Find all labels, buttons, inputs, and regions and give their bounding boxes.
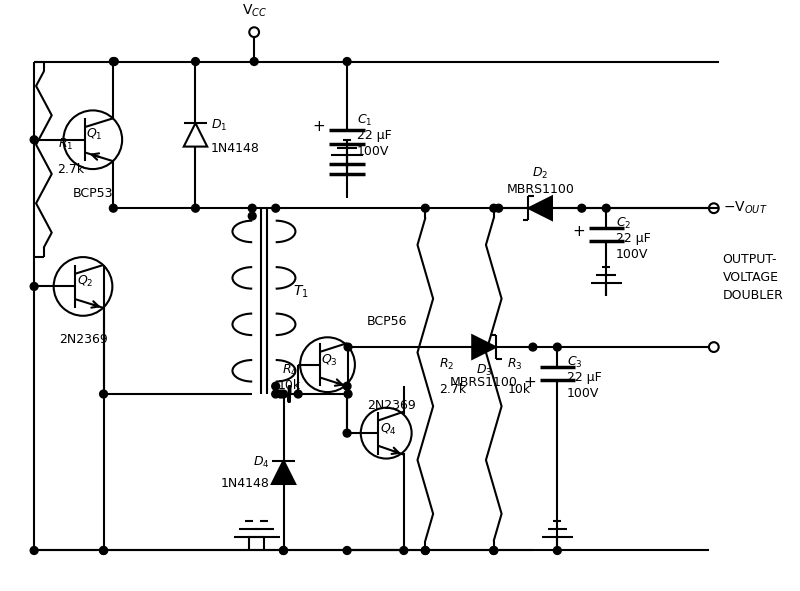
Circle shape [343, 547, 351, 554]
Text: 2.7k: 2.7k [58, 163, 85, 176]
Text: $C_1$: $C_1$ [357, 113, 372, 128]
Text: MBRS1100: MBRS1100 [450, 376, 518, 389]
Text: 2N2369: 2N2369 [58, 333, 107, 346]
Circle shape [248, 204, 256, 212]
Text: +: + [313, 119, 326, 134]
Text: 10k: 10k [278, 379, 301, 392]
Text: $R_2$: $R_2$ [439, 357, 454, 372]
Polygon shape [272, 460, 295, 484]
Circle shape [100, 390, 107, 398]
Circle shape [494, 204, 502, 212]
Circle shape [344, 343, 352, 351]
Text: 10k: 10k [507, 382, 530, 395]
Circle shape [272, 204, 279, 212]
Circle shape [191, 204, 199, 212]
Text: −V$_{OUT}$: −V$_{OUT}$ [722, 200, 767, 216]
Text: $C_3$: $C_3$ [567, 355, 582, 371]
Circle shape [272, 382, 279, 390]
Text: 2N2369: 2N2369 [366, 400, 415, 413]
Text: $T_1$: $T_1$ [294, 283, 309, 300]
Circle shape [422, 547, 430, 554]
Circle shape [272, 390, 279, 398]
Circle shape [279, 547, 287, 554]
Text: $D_4$: $D_4$ [254, 455, 270, 470]
Text: 2.7k: 2.7k [439, 382, 466, 395]
Text: $D_2$: $D_2$ [532, 165, 548, 181]
Text: 100V: 100V [567, 387, 599, 400]
Circle shape [30, 282, 38, 290]
Text: $Q_4$: $Q_4$ [380, 421, 397, 437]
Circle shape [100, 547, 107, 554]
Text: $R_4$: $R_4$ [282, 363, 298, 378]
Text: V$_{CC}$: V$_{CC}$ [242, 3, 266, 20]
Circle shape [344, 390, 352, 398]
Circle shape [277, 390, 285, 398]
Text: $D_3$: $D_3$ [476, 363, 492, 378]
Circle shape [279, 390, 287, 398]
Text: 22 μF: 22 μF [567, 371, 602, 384]
Text: +: + [572, 224, 585, 239]
Text: BCP53: BCP53 [73, 187, 113, 200]
Circle shape [554, 547, 562, 554]
Text: $C_2$: $C_2$ [616, 216, 631, 232]
Text: $Q_2$: $Q_2$ [77, 274, 94, 289]
Text: +: + [523, 375, 536, 390]
Text: MBRS1100: MBRS1100 [506, 183, 574, 196]
Circle shape [279, 547, 287, 554]
Text: 22 μF: 22 μF [357, 129, 392, 142]
Circle shape [110, 57, 118, 66]
Text: 1N4148: 1N4148 [221, 478, 270, 491]
Text: $D_1$: $D_1$ [211, 118, 227, 132]
Text: 22 μF: 22 μF [616, 232, 650, 245]
Circle shape [30, 547, 38, 554]
Circle shape [110, 57, 118, 66]
Circle shape [110, 204, 118, 212]
Circle shape [250, 57, 258, 66]
Circle shape [529, 343, 537, 351]
Text: OUTPUT-
VOLTAGE
DOUBLER: OUTPUT- VOLTAGE DOUBLER [722, 253, 783, 302]
Circle shape [30, 136, 38, 144]
Text: BCP56: BCP56 [366, 315, 407, 328]
Circle shape [422, 204, 430, 212]
Circle shape [100, 547, 107, 554]
Circle shape [602, 204, 610, 212]
Circle shape [343, 382, 351, 390]
Polygon shape [529, 196, 552, 220]
Text: 100V: 100V [357, 145, 390, 158]
Text: $Q_1$: $Q_1$ [86, 127, 103, 142]
Circle shape [490, 547, 498, 554]
Circle shape [343, 57, 351, 66]
Circle shape [422, 547, 430, 554]
Circle shape [400, 547, 408, 554]
Text: 1N4148: 1N4148 [211, 142, 260, 155]
Circle shape [294, 390, 302, 398]
Polygon shape [472, 335, 496, 359]
Circle shape [490, 204, 498, 212]
Text: $Q_3$: $Q_3$ [321, 353, 338, 368]
Circle shape [191, 57, 199, 66]
Circle shape [490, 547, 498, 554]
Text: $R_1$: $R_1$ [58, 137, 73, 152]
Circle shape [343, 429, 351, 437]
Circle shape [578, 204, 586, 212]
Circle shape [554, 343, 562, 351]
Text: 100V: 100V [616, 248, 648, 261]
Text: $R_3$: $R_3$ [507, 357, 523, 372]
Circle shape [248, 212, 256, 220]
